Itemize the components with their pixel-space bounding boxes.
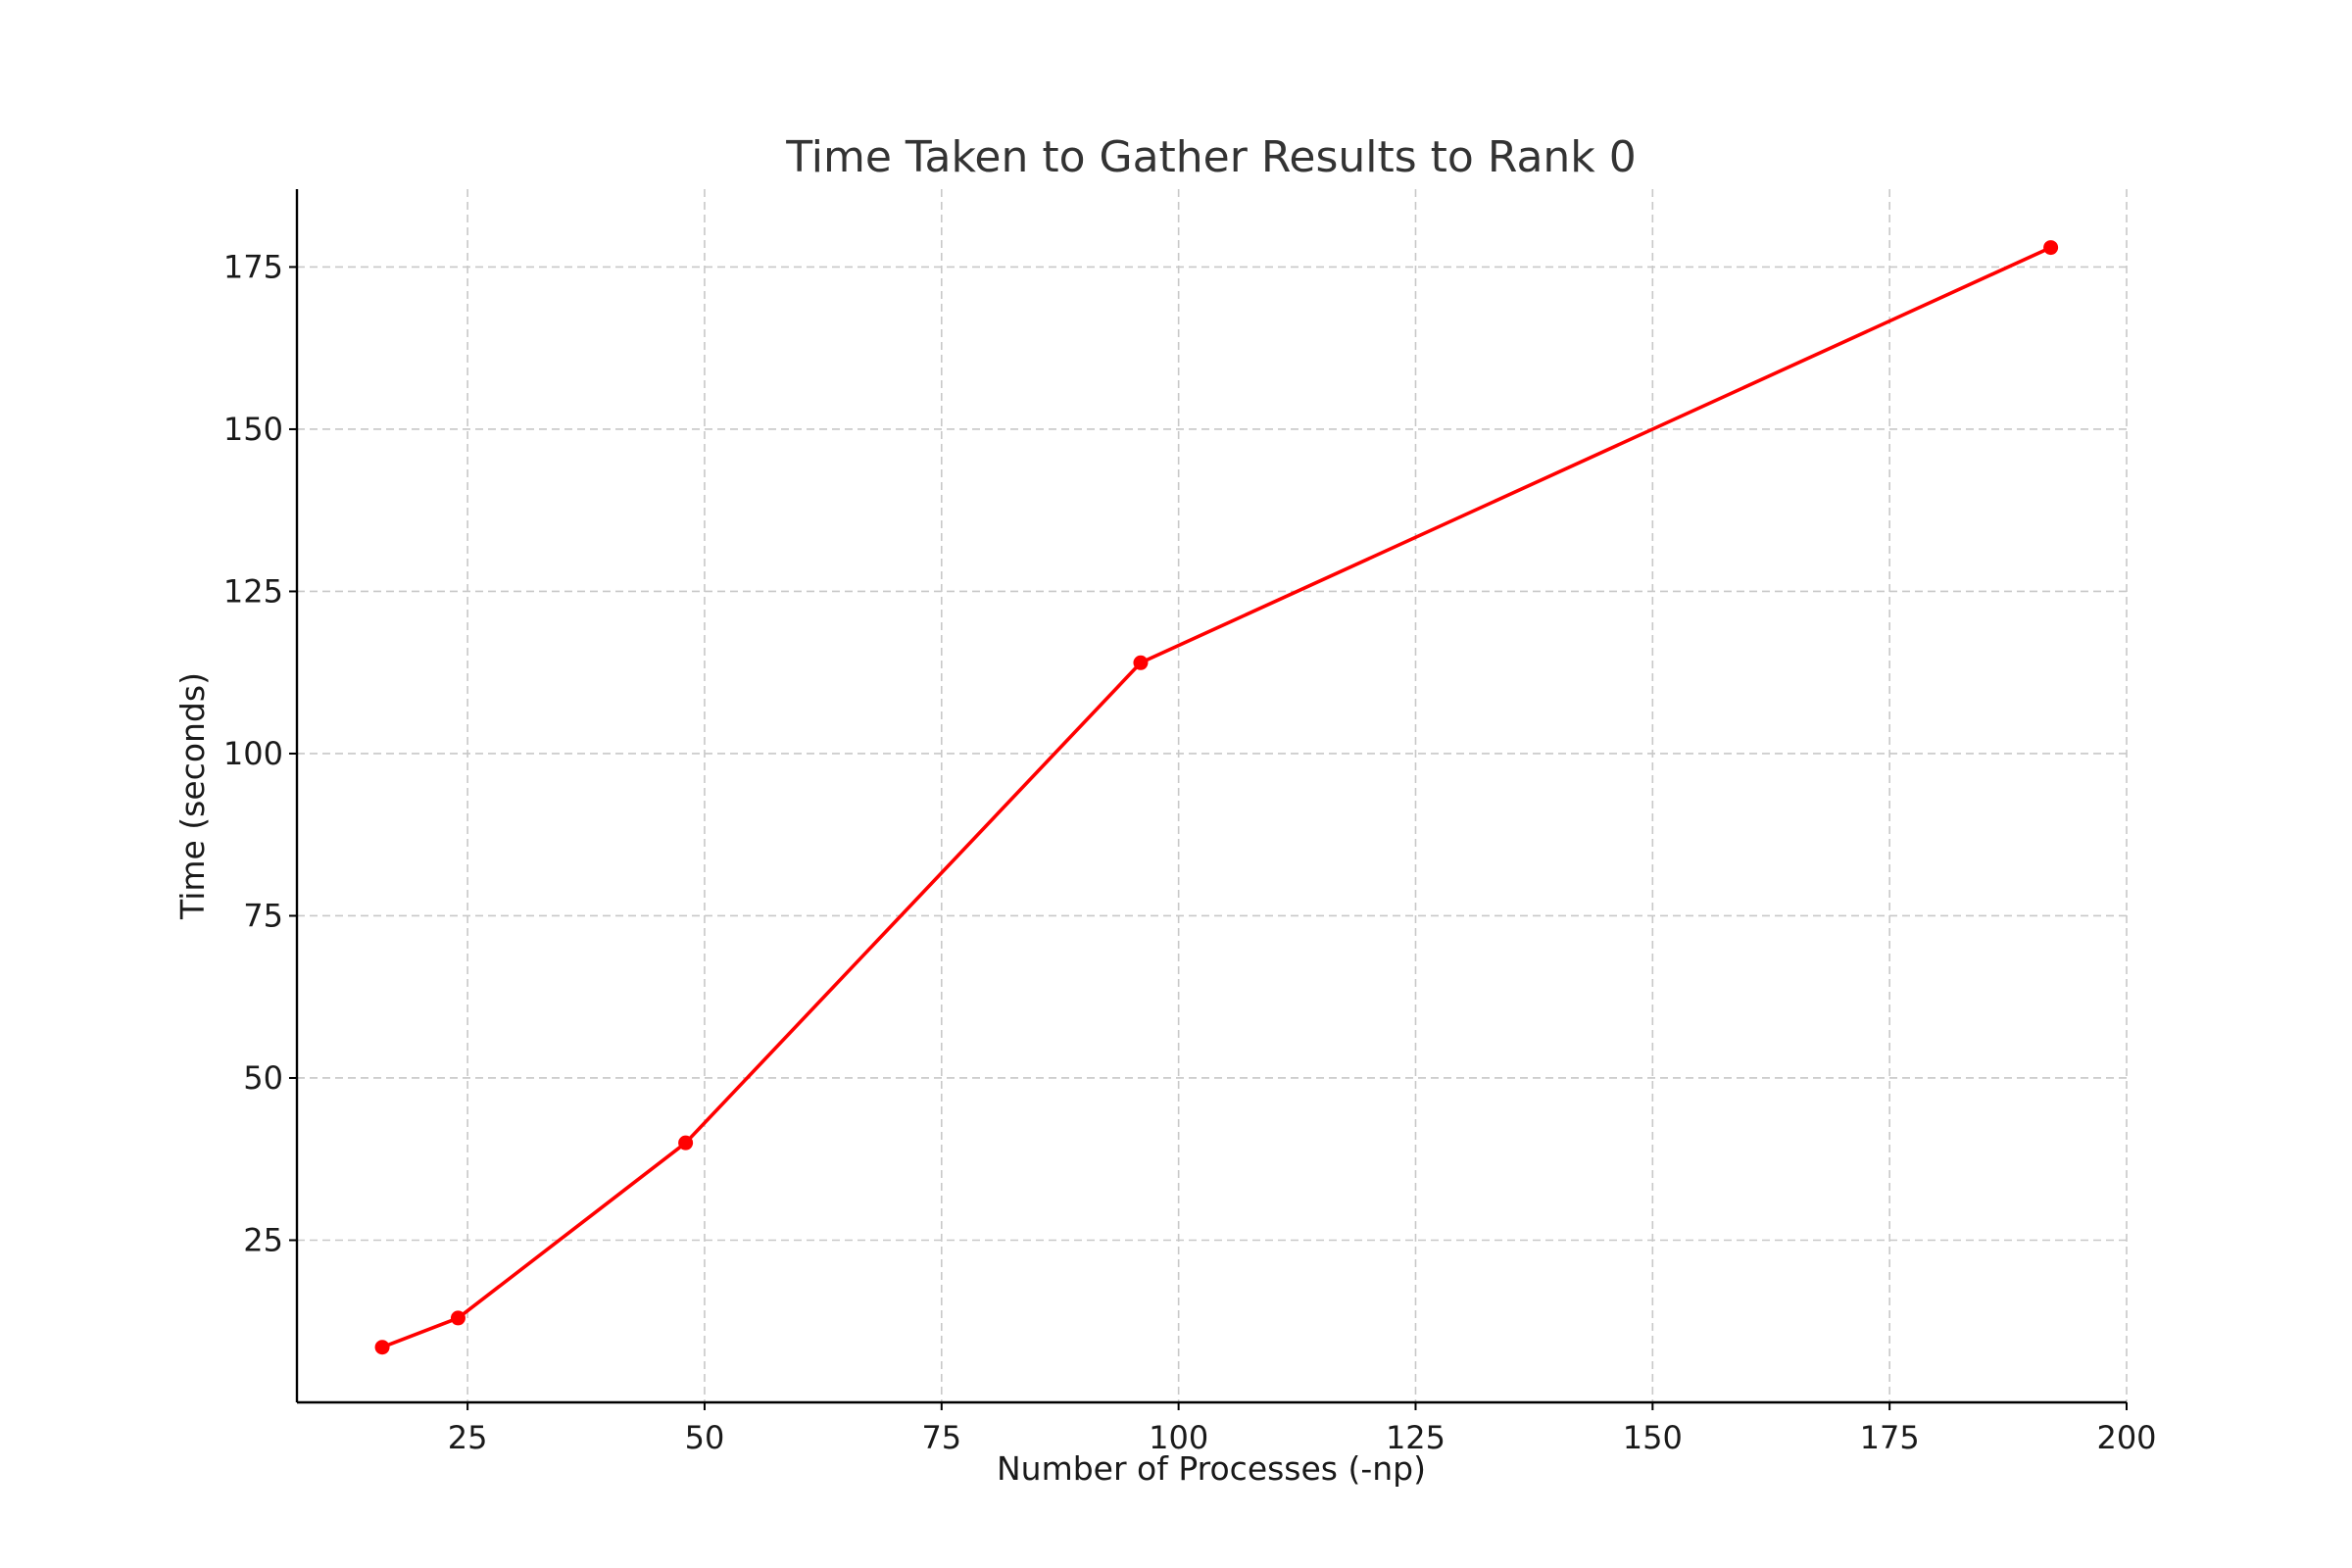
y-tick-label: 50 [243,1059,283,1097]
series-line [381,245,2052,1349]
y-tick-label: 175 [223,248,283,285]
y-axis-label: Time (seconds) [173,672,212,920]
y-tick-label: 100 [223,735,283,772]
data-point [678,1135,694,1151]
x-tick-label: 150 [1623,1419,1683,1456]
y-tick-label: 125 [223,572,283,610]
x-tick-label: 25 [448,1419,488,1456]
chart-title: Time Taken to Gather Results to Rank 0 [785,132,1637,182]
grid-lines [297,189,2128,1402]
axes [295,189,2127,1404]
x-tick-label: 50 [685,1419,725,1456]
y-tick-label: 150 [223,411,283,448]
x-tick-label: 75 [921,1419,961,1456]
y-tick-label: 25 [243,1221,283,1258]
data-point [450,1310,466,1326]
y-tick-label: 75 [243,897,283,934]
data-point [1133,655,1149,670]
x-tick-label: 100 [1149,1419,1208,1456]
axis-ticks: 25 50 75 100 125 150 175 200 25 50 75 100 125 150 175 [223,248,2157,1456]
x-tick-label: 200 [2096,1419,2156,1456]
data-point [2043,240,2059,256]
x-tick-label: 175 [1860,1419,1920,1456]
x-axis-label: Number of Processes (-np) [997,1449,1426,1488]
series-group [374,240,2059,1355]
data-point [374,1340,390,1355]
x-tick-label: 125 [1386,1419,1446,1456]
